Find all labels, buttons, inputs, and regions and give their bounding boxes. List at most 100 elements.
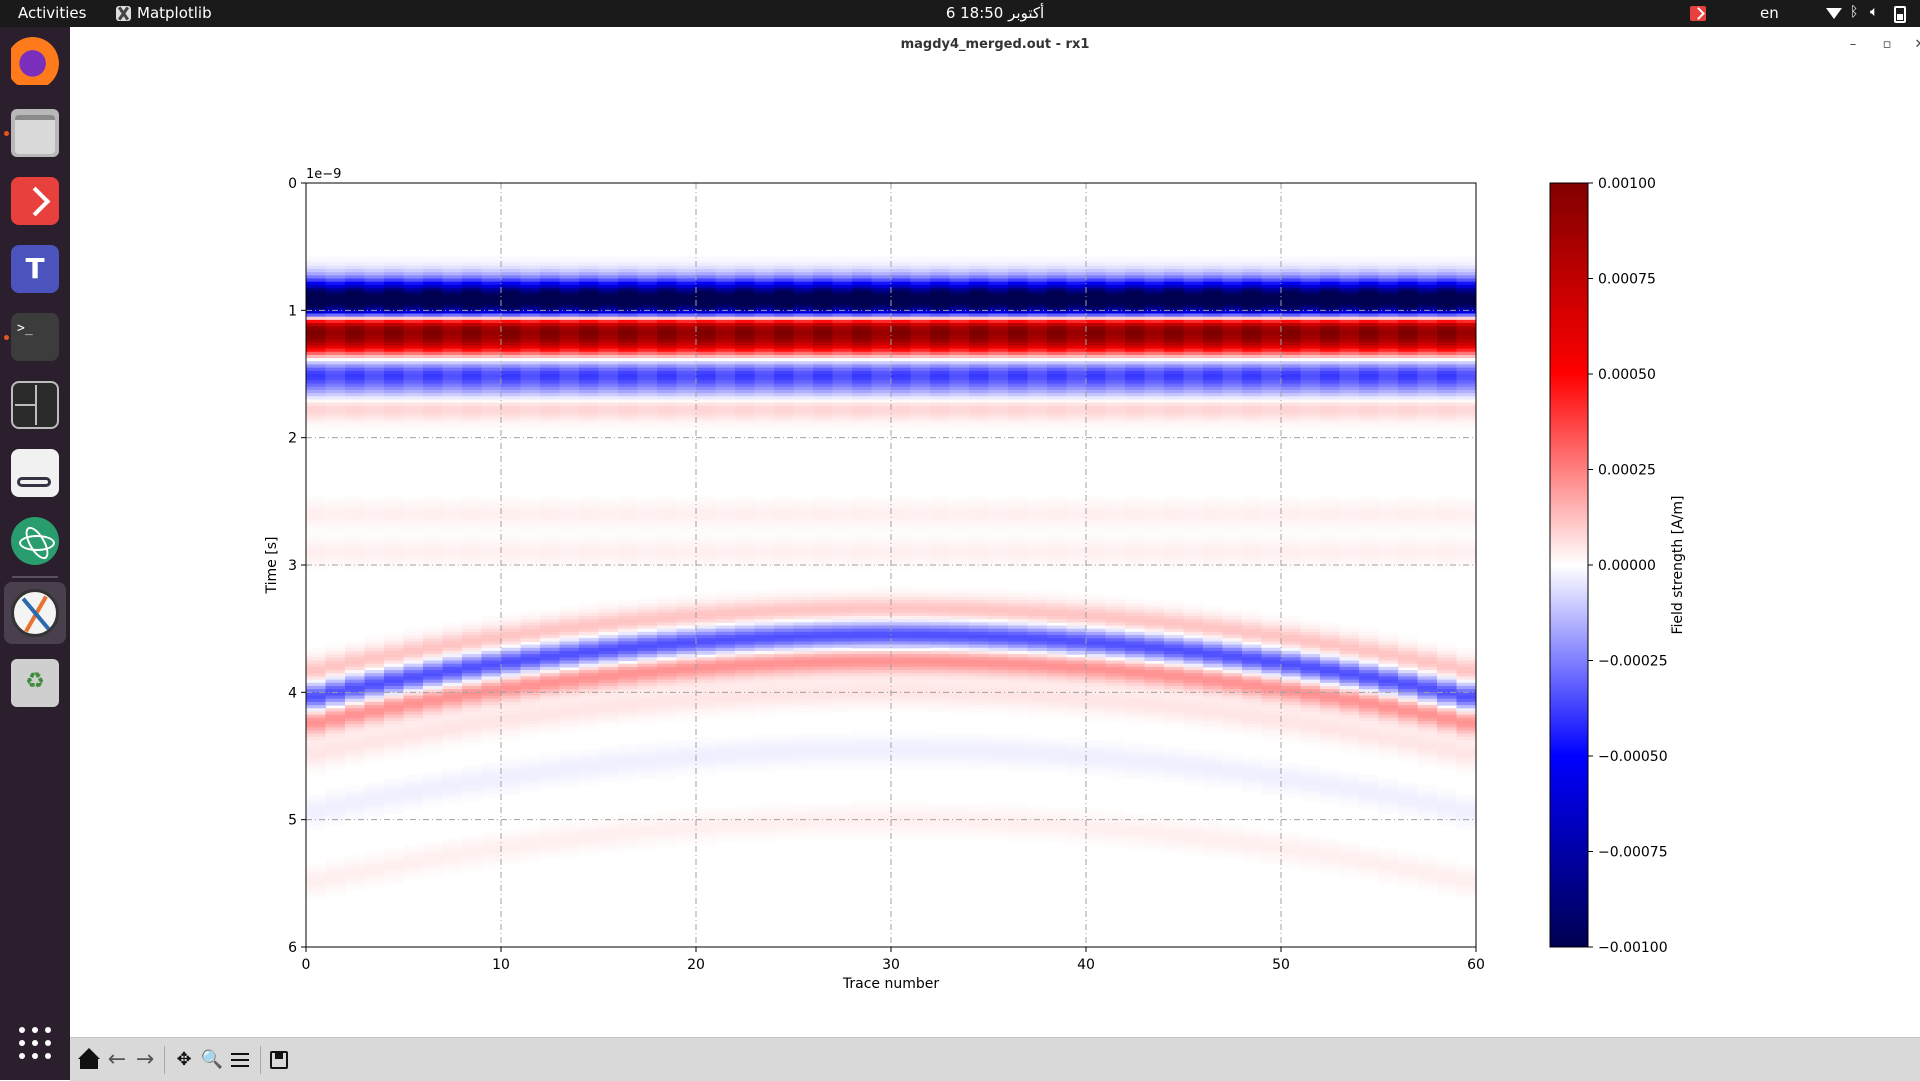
- heatmap-cell: [774, 345, 795, 350]
- reader-icon[interactable]: [11, 449, 59, 497]
- heatmap-cell: [423, 794, 444, 798]
- heatmap-cell: [481, 323, 502, 327]
- heatmap-cell: [988, 361, 1009, 366]
- heatmap-cell: [910, 746, 931, 751]
- heatmap-cell: [754, 364, 775, 369]
- heatmap-cell: [891, 628, 912, 633]
- heatmap-cell: [481, 294, 502, 299]
- heatmap-cell: [696, 689, 717, 693]
- teams-icon[interactable]: T: [11, 245, 59, 293]
- heatmap-cell: [793, 631, 814, 636]
- heatmap-cell: [423, 300, 444, 305]
- heatmap-cell: [891, 354, 912, 359]
- heatmap-cell: [852, 612, 873, 617]
- heatmap-cell: [637, 603, 658, 607]
- heatmap-cell: [988, 558, 1009, 563]
- bluetooth-icon[interactable]: ᛒ: [1850, 4, 1859, 20]
- keyboard-layout-indicator[interactable]: en: [1760, 4, 1779, 22]
- heatmap-cell: [403, 736, 424, 741]
- heatmap-cell: [969, 609, 990, 614]
- heatmap-cell: [559, 676, 580, 681]
- matplotlib-icon[interactable]: [11, 589, 59, 637]
- heatmap-cell: [871, 600, 892, 604]
- heatmap-cell: [969, 415, 990, 420]
- heatmap-cell: [813, 507, 834, 512]
- battery-icon[interactable]: [1894, 6, 1906, 23]
- heatmap-cell: [696, 685, 717, 690]
- terminator-icon[interactable]: [11, 381, 59, 429]
- heatmap-cell: [442, 733, 463, 738]
- heatmap-cell: [832, 294, 853, 299]
- close-button[interactable]: ✕: [1910, 35, 1920, 55]
- volume-icon[interactable]: 🔈︎: [1870, 4, 1879, 20]
- heatmap-cell: [540, 631, 561, 636]
- heatmap-cell: [715, 523, 736, 528]
- maximize-button[interactable]: ▫: [1882, 37, 1892, 52]
- heatmap-cell: [618, 294, 639, 299]
- heatmap-cell: [306, 510, 327, 515]
- heatmap-cell: [832, 412, 853, 416]
- heatmap-cell: [774, 822, 795, 827]
- system-tray[interactable]: en ᛒ 🔈︎: [1660, 0, 1920, 27]
- heatmap-cell: [657, 507, 678, 512]
- heatmap-cell: [442, 676, 463, 681]
- heatmap-cell: [501, 682, 522, 687]
- heatmap-cell: [832, 603, 853, 607]
- app-grid-icon[interactable]: [19, 1027, 51, 1059]
- anydesk-tray-icon[interactable]: [1690, 6, 1706, 21]
- heatmap-cell: [325, 676, 346, 681]
- window-titlebar[interactable]: magdy4_merged.out - rx1 – ▫ ✕: [70, 27, 1920, 64]
- minimize-button[interactable]: –: [1849, 37, 1857, 52]
- heatmap-cell: [891, 749, 912, 754]
- heatmap-cell: [852, 803, 873, 808]
- heatmap-cell: [442, 514, 463, 518]
- heatmap-cell: [345, 650, 366, 655]
- heatmap-cell: [891, 810, 912, 814]
- atom-icon[interactable]: [11, 517, 59, 565]
- heatmap-cell: [852, 822, 873, 827]
- heatmap-cell: [832, 631, 853, 636]
- firefox-icon[interactable]: [11, 37, 59, 85]
- app-menu[interactable]: Matplotlib: [116, 4, 212, 22]
- heatmap-cell: [735, 689, 756, 693]
- heatmap-cell: [949, 689, 970, 693]
- heatmap-cell: [345, 568, 366, 572]
- heatmap-cell: [559, 319, 580, 324]
- heatmap-cell: [930, 342, 951, 346]
- heatmap-cell: [540, 698, 561, 703]
- heatmap-cell: [306, 736, 327, 741]
- heatmap-cell: [871, 348, 892, 353]
- trash-icon[interactable]: [11, 659, 59, 707]
- clock[interactable]: 6 أكتوبر 18:50: [945, 4, 1045, 22]
- wifi-icon[interactable]: [1826, 8, 1842, 19]
- heatmap-cell: [501, 660, 522, 665]
- heatmap-cell: [403, 275, 424, 280]
- heatmap-cell: [949, 650, 970, 655]
- heatmap-cell: [969, 835, 990, 840]
- heatmap-cell: [364, 517, 385, 522]
- heatmap-cell: [501, 262, 522, 267]
- heatmap-cell: [832, 348, 853, 353]
- heatmap-cell: [481, 787, 502, 792]
- heatmap-cell: [793, 695, 814, 700]
- anydesk-icon[interactable]: [11, 177, 59, 225]
- heatmap-cell: [540, 762, 561, 767]
- heatmap-cell: [442, 303, 463, 308]
- heatmap-cell: [618, 612, 639, 617]
- heatmap-cell: [891, 338, 912, 343]
- heatmap-cell: [774, 291, 795, 296]
- heatmap-cell: [735, 650, 756, 655]
- heatmap-cell: [988, 310, 1009, 315]
- heatmap-cell: [520, 673, 541, 678]
- heatmap-cell: [442, 281, 463, 286]
- activities-button[interactable]: Activities: [18, 4, 87, 22]
- terminal-icon[interactable]: >_: [4, 313, 59, 361]
- files-icon[interactable]: [4, 109, 59, 157]
- heatmap-cell: [949, 259, 970, 264]
- heatmap-cell: [676, 644, 697, 649]
- heatmap-cell: [657, 775, 678, 779]
- heatmap-cell: [306, 494, 327, 499]
- heatmap-cell: [325, 816, 346, 821]
- heatmap-cell: [423, 791, 444, 795]
